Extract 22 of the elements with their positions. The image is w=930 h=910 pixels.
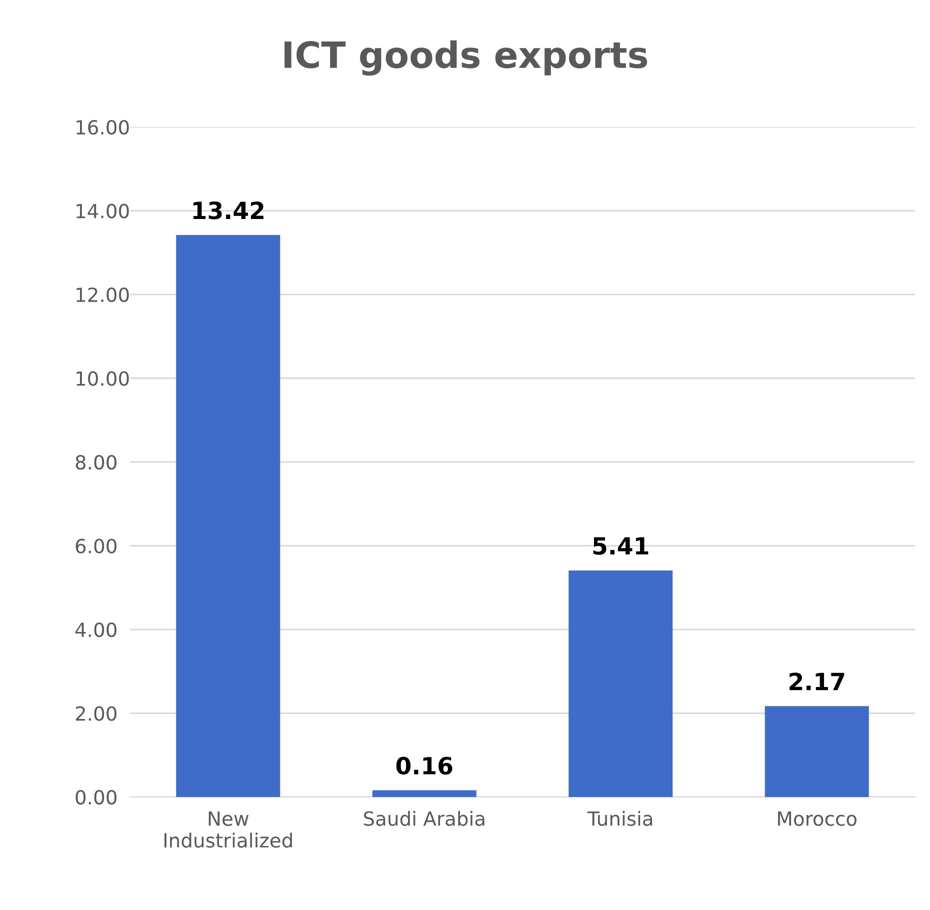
y-tick-label: 14.00 [76, 204, 129, 218]
y-tick-label: 8.00 [76, 454, 116, 470]
bar [372, 790, 476, 797]
y-tick-label: 0.00 [76, 790, 116, 805]
data-label: 5.41 [593, 537, 648, 555]
y-tick-label: 16.00 [76, 120, 129, 135]
bar [568, 570, 673, 797]
y-tick-label: 6.00 [76, 538, 116, 554]
x-tick-label: New Industrialized [164, 811, 292, 848]
x-tick-label: Saudi Arabia [364, 810, 484, 826]
y-tick-label: 2.00 [76, 706, 116, 721]
x-tick-label: Tunisia [587, 810, 652, 826]
chart-title: ICT goods exports [284, 40, 648, 76]
x-tick-label: Morocco [778, 811, 857, 826]
data-label: 13.42 [193, 201, 264, 220]
y-tick-label: 12.00 [76, 287, 129, 302]
y-tick-label: 4.00 [75, 622, 116, 638]
y-tick-label: 10.00 [76, 371, 129, 386]
bar [176, 235, 280, 797]
data-label: 0.16 [396, 756, 452, 775]
bar [764, 706, 869, 797]
data-label: 2.17 [790, 672, 844, 690]
